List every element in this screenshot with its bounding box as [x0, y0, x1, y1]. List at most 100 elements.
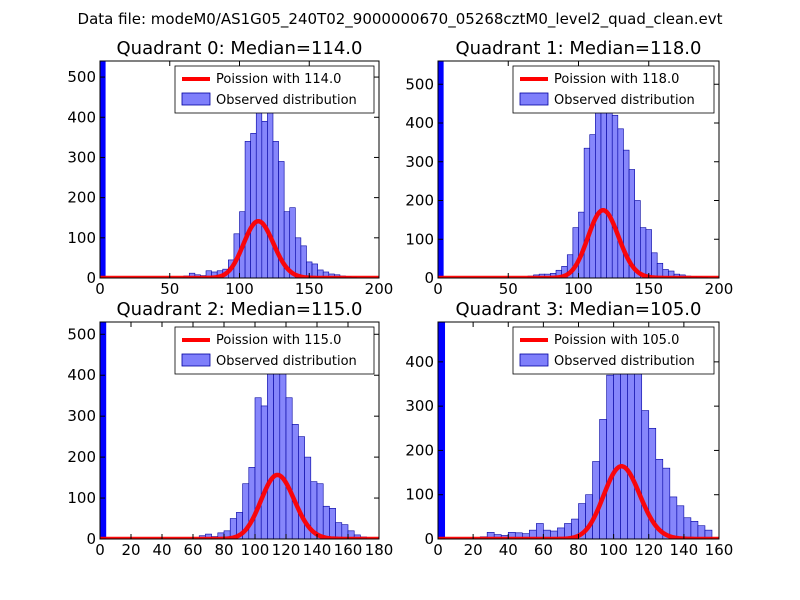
figure-title: Data file: modeM0/AS1G05_240T02_90000006… [78, 10, 723, 29]
y-tick-label: 300 [405, 397, 434, 415]
x-tick-label: 0 [433, 280, 443, 298]
histogram-bar [592, 461, 600, 539]
histogram-bar [267, 346, 274, 539]
legend-bar-swatch [181, 353, 211, 367]
histogram-bar [611, 114, 619, 278]
x-tick-label: 50 [160, 280, 179, 298]
histogram-bar [640, 227, 647, 278]
y-tick-label: 300 [67, 148, 96, 166]
legend-label-observed: Observed distribution [216, 93, 357, 108]
subplot-title: Quadrant 2: Median=115.0 [117, 299, 363, 320]
y-tick-label: 500 [67, 325, 96, 343]
x-tick-label: 0 [433, 541, 443, 559]
histogram-bar [279, 348, 287, 539]
histogram-bar [438, 322, 446, 539]
histogram-bar [589, 134, 596, 278]
legend-bar-swatch [181, 92, 211, 106]
histogram-bar [254, 397, 262, 539]
subplot-quadrant-2: Quadrant 2: Median=115.00 20 40 60 80 100 120 1… [67, 299, 393, 559]
histogram-bar [267, 92, 274, 278]
histogram-bar [620, 348, 628, 539]
subplot-grid: Quadrant 0: Median=114.00 50 100 150 2000100… [67, 38, 733, 559]
x-tick-label: 200 [365, 280, 394, 298]
y-tick-label: 400 [67, 108, 96, 126]
subplot-title: Quadrant 1: Median=118.0 [456, 38, 702, 59]
histogram-bar [634, 200, 641, 278]
x-tick-label: 100 [225, 280, 254, 298]
histogram-bar [329, 507, 336, 539]
histogram-bar [704, 529, 713, 539]
histogram-bar [244, 141, 251, 278]
y-tick-label: 200 [405, 441, 434, 459]
y-tick-label: 500 [405, 75, 434, 93]
histogram-bar [606, 374, 614, 539]
x-tick-label: 0 [95, 541, 105, 559]
histogram-bar [285, 397, 293, 539]
histogram-bar [100, 61, 106, 278]
x-tick-label: 80 [214, 541, 233, 559]
histogram-bar [100, 322, 107, 539]
histogram-bar [690, 520, 699, 539]
subplot-quadrant-3: Quadrant 3: Median=105.0 0 20 40 60 80 100 120 1… [405, 299, 733, 559]
poisson-curve [100, 218, 379, 278]
histogram-bar [599, 419, 607, 539]
legend-label-observed: Observed distribution [554, 93, 695, 108]
y-tick-label: 400 [405, 353, 434, 371]
y-tick-label: 400 [405, 114, 434, 132]
histogram-bar [669, 496, 678, 539]
histogram-bar [300, 245, 307, 278]
x-tick-label: 80 [569, 541, 588, 559]
y-tick-label: 400 [67, 366, 96, 384]
y-tick-label: 500 [67, 68, 96, 86]
x-tick-label: 100 [241, 541, 270, 559]
y-tick-label: 0 [424, 530, 434, 548]
x-tick-label: 60 [534, 541, 553, 559]
y-tick-label: 0 [424, 269, 434, 287]
x-tick-label: 140 [303, 541, 332, 559]
y-tick-label: 200 [405, 192, 434, 210]
y-tick-label: 0 [86, 530, 96, 548]
subplot-quadrant-0: Quadrant 0: Median=114.0 0 50 100 150 200 0 100… [67, 38, 393, 298]
y-tick-label: 300 [67, 407, 96, 425]
subplot-title: Quadrant 0: Median=114.0 [117, 38, 363, 59]
legend-bar-swatch [519, 92, 549, 106]
y-tick-label: 200 [67, 448, 96, 466]
histogram-bar [316, 483, 324, 539]
histogram-bar [250, 133, 257, 278]
y-tick-label: 300 [405, 153, 434, 171]
histogram-bar [583, 147, 591, 278]
x-tick-label: 120 [272, 541, 301, 559]
histogram-bar [645, 229, 652, 278]
histogram-bar [260, 405, 268, 539]
x-tick-label: 120 [634, 541, 663, 559]
x-tick-label: 20 [464, 541, 483, 559]
histogram-bar [613, 357, 621, 539]
x-tick-label: 20 [121, 541, 140, 559]
x-tick-label: 160 [334, 541, 363, 559]
histogram-bar [536, 523, 544, 539]
subplot-quadrant-1: Quadrant 1: Median=118.0 0 50 100 150 200 0 100… [405, 38, 733, 298]
legend-label-observed: Observed distribution [216, 354, 357, 369]
y-tick-label: 100 [67, 489, 96, 507]
histogram-bar [683, 517, 692, 539]
axes-frame [99, 321, 380, 540]
y-tick-label: 0 [86, 269, 96, 287]
histogram-bar [651, 252, 658, 278]
legend-label-poisson: Poission with 115.0 [216, 333, 341, 348]
x-tick-label: 0 [95, 280, 105, 298]
y-tick-label: 100 [405, 486, 434, 504]
x-tick-label: 60 [183, 541, 202, 559]
plot-area [438, 322, 719, 539]
legend-label-poisson: Poission with 118.0 [554, 72, 679, 87]
histogram-bar [676, 505, 685, 539]
histogram-bar [662, 467, 671, 539]
x-tick-label: 150 [295, 280, 324, 298]
histogram-bar [438, 61, 444, 278]
histogram-bar [322, 505, 330, 539]
plot-area [100, 61, 379, 278]
x-tick-label: 100 [599, 541, 628, 559]
x-tick-label: 50 [499, 280, 518, 298]
x-tick-label: 160 [705, 541, 734, 559]
legend-label-observed: Observed distribution [554, 354, 695, 369]
